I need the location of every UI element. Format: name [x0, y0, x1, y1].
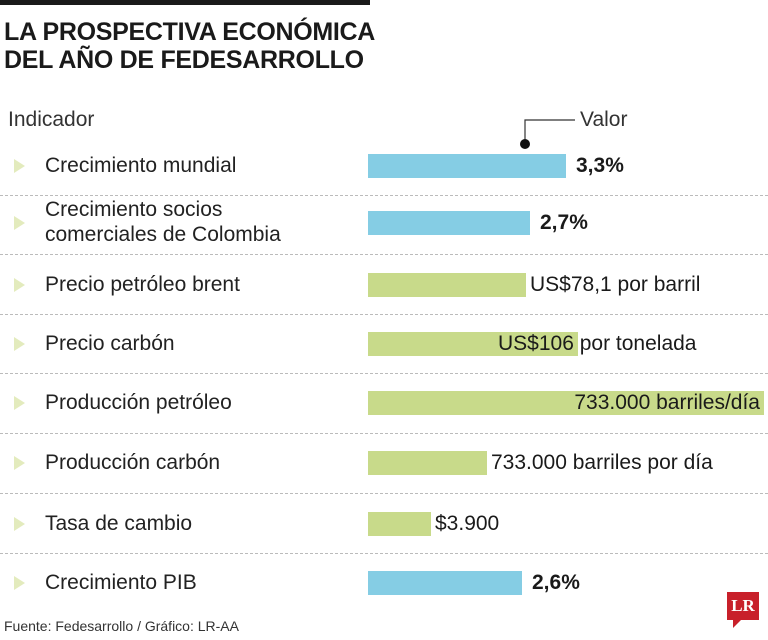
row-separator — [0, 433, 768, 434]
bullet-triangle-icon — [14, 456, 25, 470]
indicator-header: Indicador — [8, 108, 95, 131]
bar — [368, 571, 522, 595]
row-separator — [0, 553, 768, 554]
value-label: 733.000 barriles/día — [574, 391, 760, 414]
row-separator — [0, 493, 768, 494]
lr-logo: LR — [727, 592, 759, 628]
source-note: Fuente: Fedesarrollo / Gráfico: LR-AA — [4, 618, 239, 634]
value-header: Valor — [580, 108, 628, 131]
bar — [368, 332, 578, 356]
value-label: 733.000 barriles por día — [491, 451, 713, 474]
bar — [368, 154, 566, 178]
bullet-triangle-icon — [14, 337, 25, 351]
bullet-triangle-icon — [14, 517, 25, 531]
value-label: $3.900 — [435, 512, 500, 535]
bar — [368, 451, 487, 475]
row-separator — [0, 195, 768, 196]
bar — [368, 512, 431, 536]
row-label: Precio petróleo brent — [45, 273, 240, 296]
bullet-triangle-icon — [14, 159, 25, 173]
value-callout-line — [520, 119, 575, 149]
row-separator — [0, 254, 768, 255]
row-label: Crecimiento mundial — [45, 154, 237, 177]
row-label-line: comerciales de Colombia — [45, 223, 281, 246]
bullet-triangle-icon — [14, 396, 25, 410]
row-label: Tasa de cambio — [45, 512, 193, 535]
row-label-line: Crecimiento socios — [45, 198, 223, 221]
row-separator — [0, 314, 768, 315]
row-label: Precio carbón — [45, 332, 175, 355]
value-label: 2,7% — [540, 211, 588, 234]
bullet-triangle-icon — [14, 216, 25, 230]
row-separator — [0, 373, 768, 374]
row-label: Crecimiento socios comerciales de Colombi… — [45, 197, 281, 247]
row-label: Producción petróleo — [45, 391, 232, 414]
title-line-1: LA PROSPECTIVA ECONÓMICA — [4, 18, 376, 46]
value-label: US$78,1 por barril — [530, 273, 701, 296]
bar — [368, 391, 764, 415]
value-label: US$106 por tonelada — [498, 332, 697, 355]
bullet-triangle-icon — [14, 576, 25, 590]
row-label: Producción carbón — [45, 451, 221, 474]
value-label: 3,3% — [576, 154, 624, 177]
value-label: 2,6% — [532, 571, 580, 594]
bar — [368, 211, 530, 235]
row-label: Crecimiento PIB — [45, 571, 197, 594]
bar — [368, 273, 526, 297]
title-line-2: DEL AÑO DE FEDESARROLLO — [4, 46, 364, 74]
bullet-triangle-icon — [14, 278, 25, 292]
top-rule — [0, 0, 370, 5]
chart-title: LA PROSPECTIVA ECONÓMICA DEL AÑO DE FEDE… — [4, 18, 375, 74]
